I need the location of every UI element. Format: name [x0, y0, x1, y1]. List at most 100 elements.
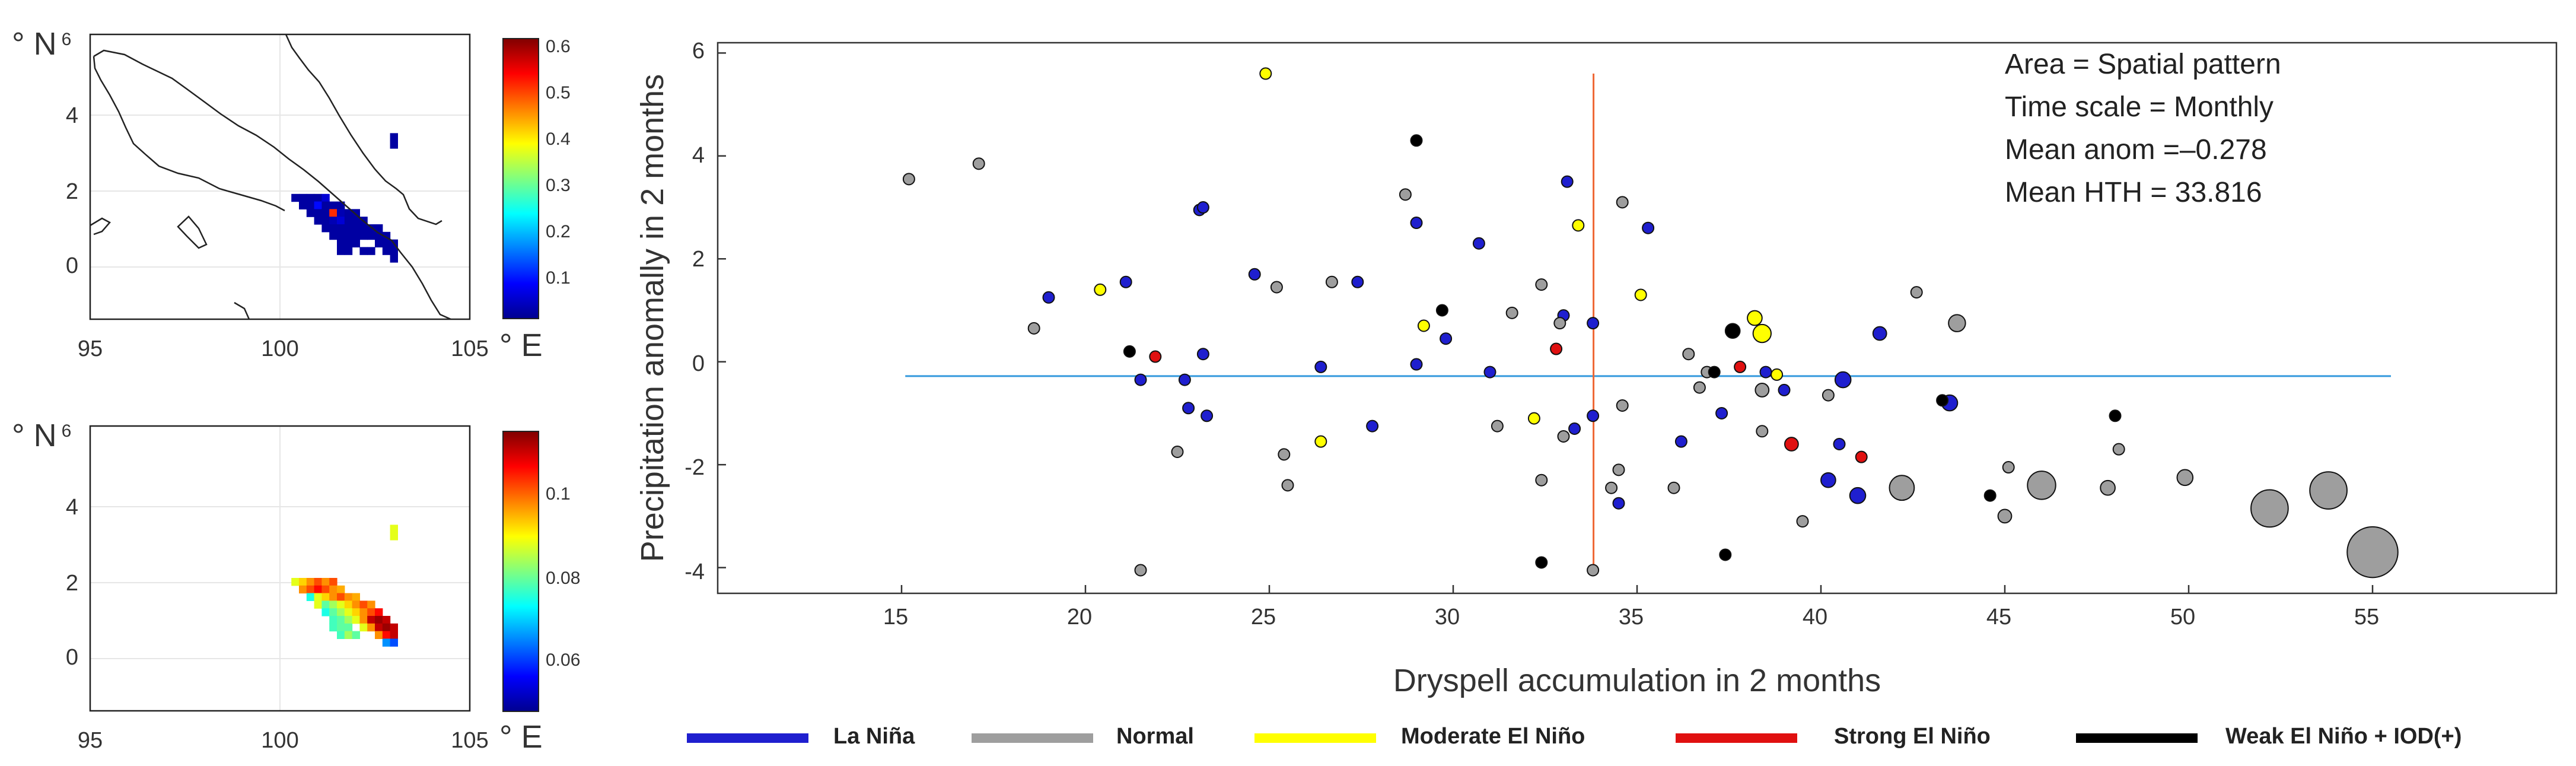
heatmap-cell	[344, 224, 353, 233]
data-point	[1399, 188, 1412, 201]
heatmap-cell	[352, 217, 360, 225]
heatmap-cell	[306, 578, 315, 586]
heatmap-cell	[367, 247, 375, 255]
data-point	[1734, 360, 1747, 373]
heatmap-cell	[382, 247, 391, 255]
annotation-area: Area = Spatial pattern	[2005, 49, 2281, 80]
heatmap-cell	[344, 231, 353, 240]
heatmap-cell	[329, 231, 337, 240]
data-point	[1094, 283, 1107, 296]
data-point	[1889, 475, 1915, 501]
heatmap-cell	[359, 224, 368, 233]
map-frame	[89, 425, 471, 712]
legend-item-normal: Normal	[972, 724, 1194, 749]
data-point	[1535, 278, 1548, 291]
scatter-plot: 6 4 2 0 -2 -4 15 20 25 30 35 40 45 50 55…	[635, 39, 2558, 698]
data-point	[1616, 196, 1629, 209]
data-point	[1042, 291, 1055, 304]
data-point	[1587, 317, 1600, 330]
heatmap-cell	[306, 209, 315, 217]
data-point	[1822, 389, 1835, 402]
heatmap-cell	[337, 623, 345, 632]
heatmap-cell	[337, 209, 345, 217]
heatmap-cell	[329, 578, 337, 586]
colorbar-tick-label: 0.5	[546, 83, 571, 103]
data-point	[1410, 217, 1423, 230]
data-point	[1997, 508, 2013, 524]
heatmap-cell	[382, 631, 391, 639]
map-grid	[90, 426, 470, 711]
heatmap-cell	[337, 239, 345, 247]
legend-item-weak-el-nino-iod: Weak El Niño + IOD(+)	[2076, 724, 2462, 749]
data-point	[1833, 437, 1846, 450]
heatmap-cell	[359, 623, 368, 632]
heatmap-cell	[299, 193, 307, 202]
heatmap-cell	[329, 623, 337, 632]
legend: La Niña Normal Moderate El Niño Strong E…	[687, 724, 2462, 749]
heatmap-cell	[390, 133, 398, 141]
heatmap-cell	[390, 247, 398, 255]
heatmap-cell	[344, 247, 353, 255]
heatmap-cell	[314, 600, 322, 609]
data-point	[1759, 365, 1772, 379]
heatmap-cell	[337, 231, 345, 240]
heatmap-cell	[390, 141, 398, 149]
heatmap-cell	[329, 608, 337, 616]
heatmap-cell	[390, 623, 398, 632]
heatmap-cell	[329, 616, 337, 624]
x-tick-labels: 15 20 25 30 35 40 45 50 55	[883, 605, 2379, 630]
heatmap-cell	[321, 217, 330, 225]
heatmap-cell	[352, 231, 360, 240]
heatmap-cell	[344, 593, 353, 601]
data-point	[1572, 219, 1585, 232]
colorbar	[502, 431, 539, 712]
lon-unit-label: ° E	[499, 719, 543, 755]
colorbar-tick-label: 0.2	[546, 222, 571, 241]
y-tick-label: 6	[62, 30, 72, 49]
heatmap-cell	[375, 608, 383, 616]
heatmap-cells	[291, 525, 398, 647]
data-points	[902, 67, 2399, 579]
legend-swatch	[972, 733, 1093, 743]
data-point	[1983, 489, 1997, 502]
data-point	[1948, 314, 1966, 332]
data-point	[1182, 402, 1195, 415]
legend-item-moderate-el-nino: Moderate El Niño	[1254, 724, 1585, 749]
y-tick-label: 0	[692, 351, 705, 376]
legend-item-la-nina: La Niña	[687, 724, 915, 749]
legend-item-strong-el-nino: Strong El Niño	[1676, 724, 1991, 749]
heatmap-cell	[337, 224, 345, 233]
x-axis-label: Dryspell accumulation in 2 months	[1393, 663, 1881, 698]
data-point	[2002, 461, 2015, 474]
data-point	[1587, 564, 1600, 577]
heatmap-cell	[314, 578, 322, 586]
legend-swatch	[1254, 733, 1376, 743]
y-tick-label: 4	[692, 143, 705, 168]
data-point	[2100, 479, 2116, 496]
heatmap-cell	[337, 600, 345, 609]
data-point	[1778, 383, 1791, 396]
heatmap-cell	[367, 608, 375, 616]
annotation-mean-hth: Mean HTH = 33.816	[2005, 177, 2262, 208]
x-tick-label: 55	[2354, 605, 2379, 630]
data-point	[1834, 371, 1852, 389]
heatmap-cell	[321, 608, 330, 616]
heatmap-cell	[314, 217, 322, 225]
data-point	[1027, 322, 1040, 335]
y-tick-label: 2	[692, 247, 705, 272]
data-point	[1674, 435, 1687, 448]
legend-label: Moderate El Niño	[1401, 724, 1585, 749]
data-point	[1724, 323, 1741, 339]
data-point	[1196, 201, 1209, 214]
data-point	[1796, 515, 1809, 528]
heatmap-cell	[382, 623, 391, 632]
heatmap-cell	[359, 600, 368, 609]
data-point	[1747, 310, 1763, 326]
x-tick-label: 100	[261, 728, 298, 753]
heatmap-cell	[344, 239, 353, 247]
heatmap-cell	[306, 593, 315, 601]
data-point	[1936, 394, 1949, 407]
legend-label: Normal	[1116, 724, 1194, 749]
data-point	[1642, 221, 1655, 234]
